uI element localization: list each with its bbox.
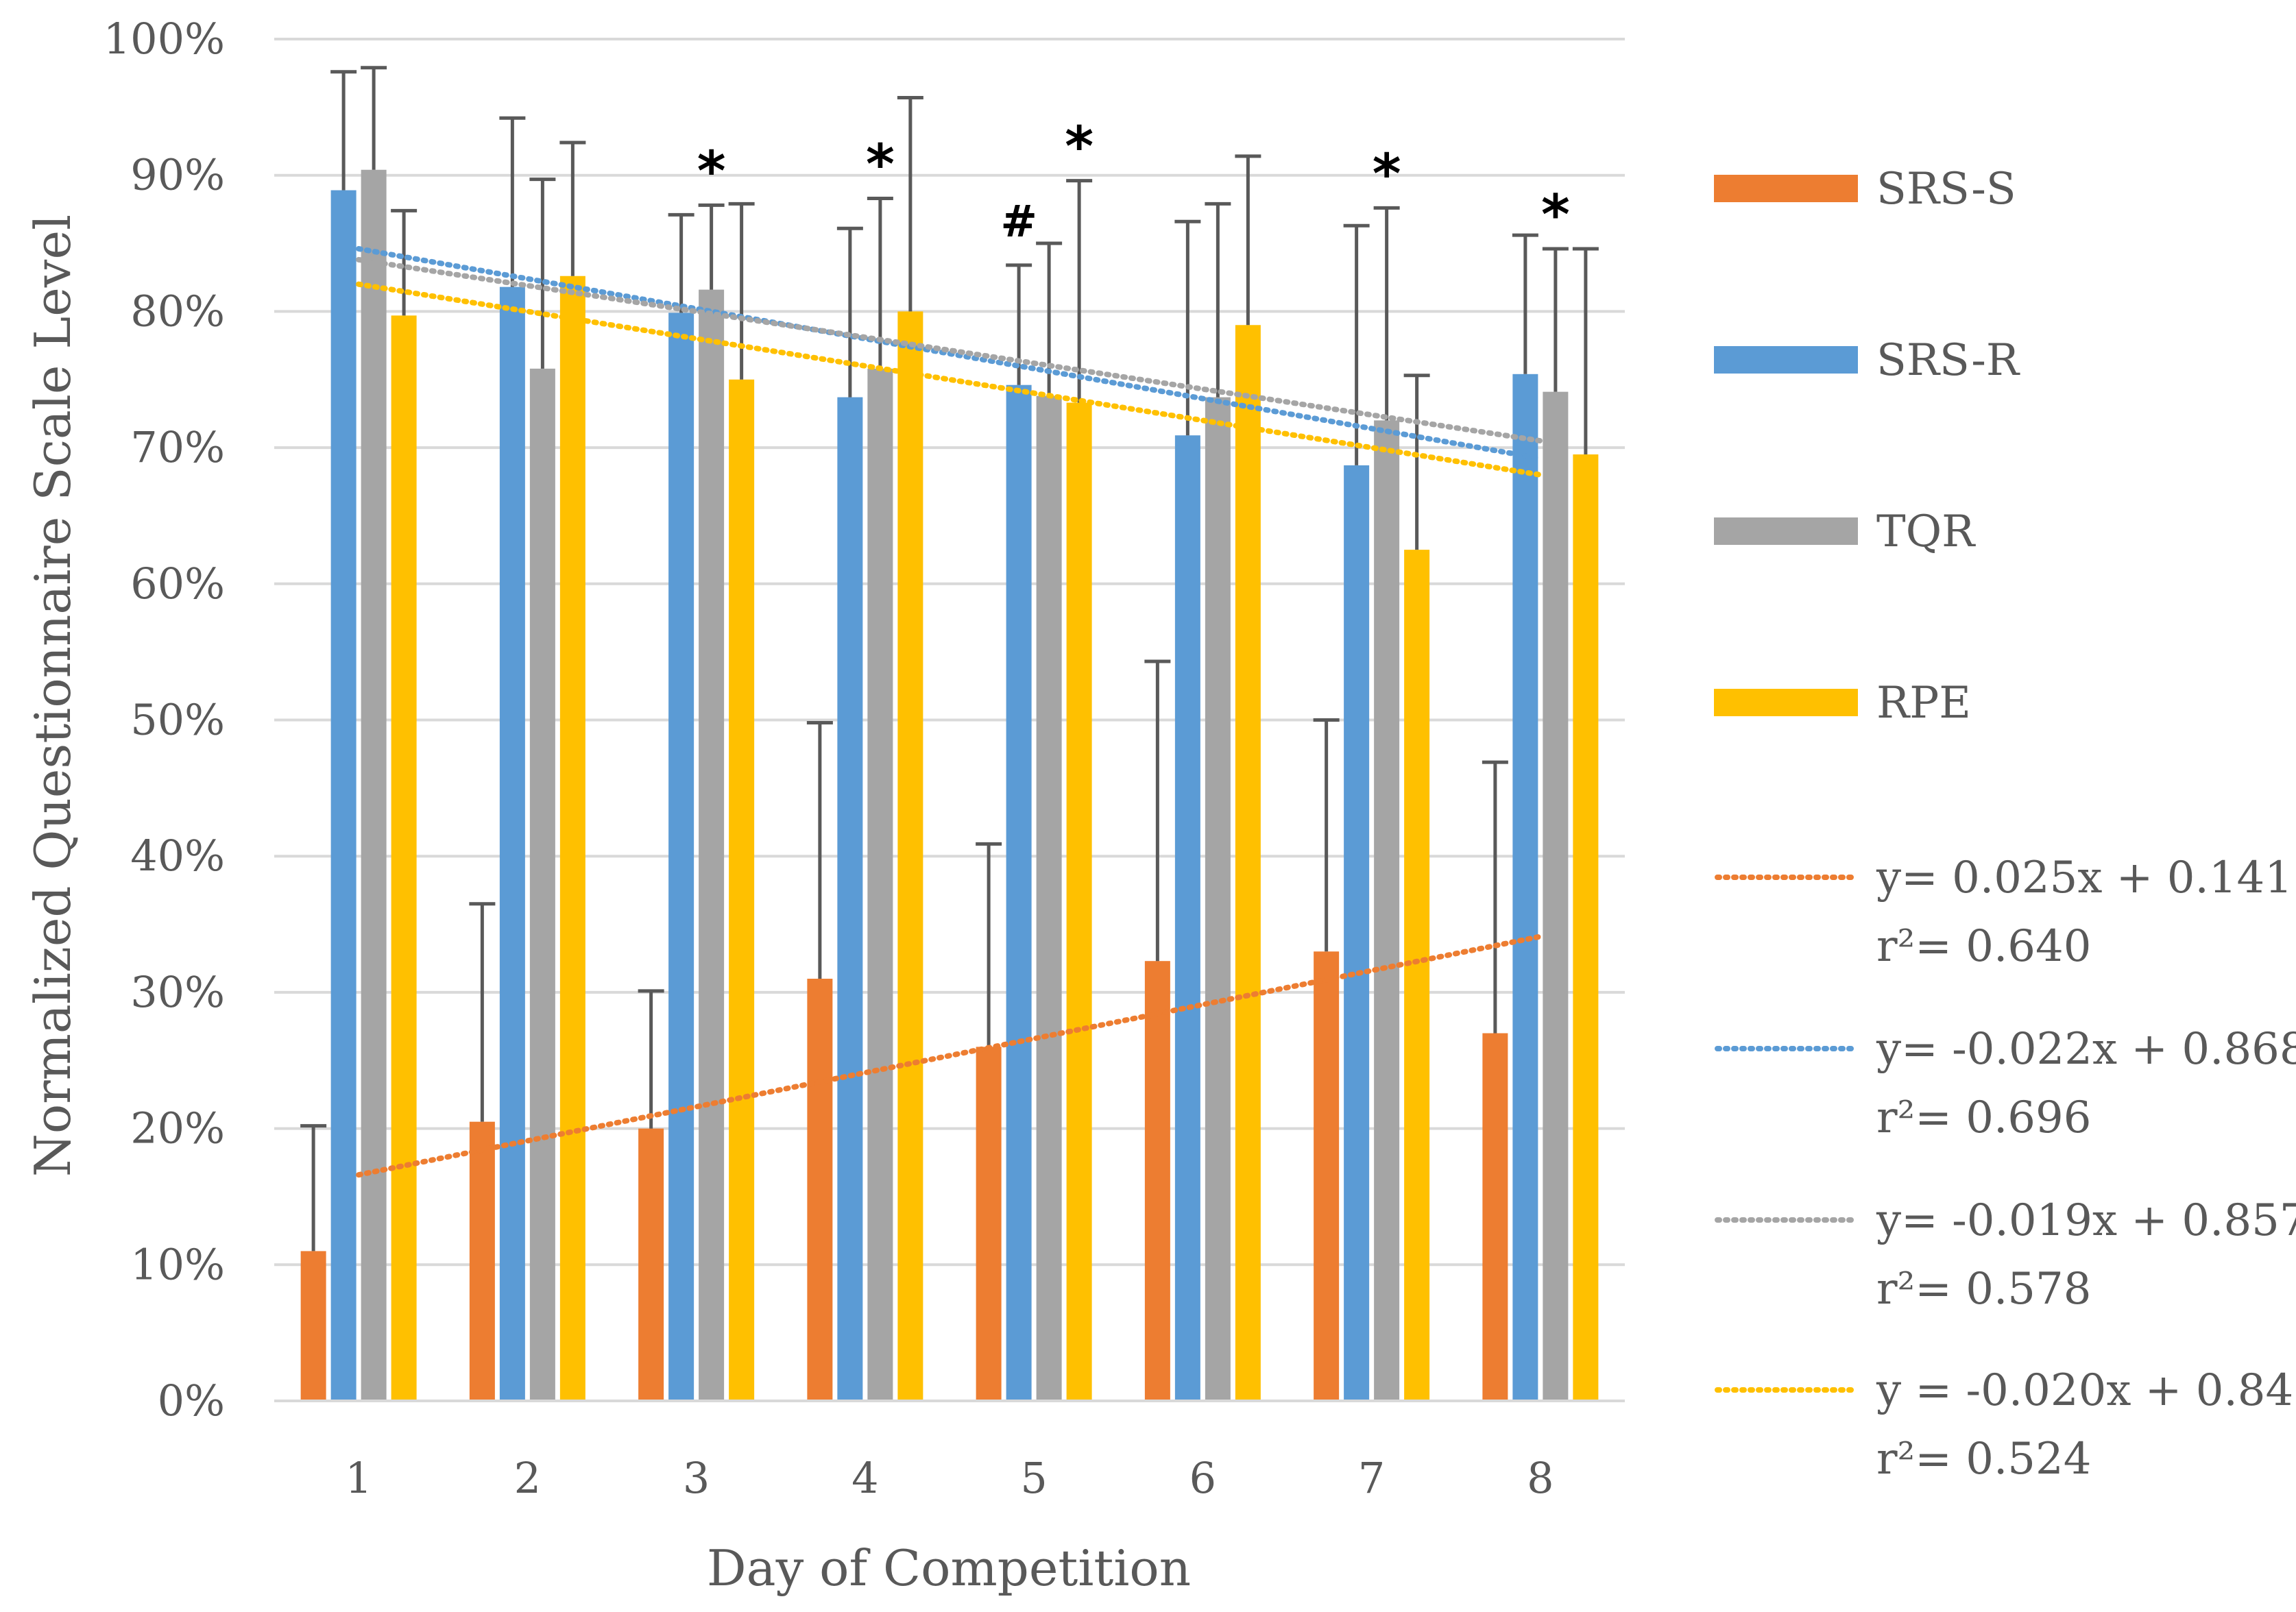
y-tick-label: 80% [130,286,225,336]
legend-trendline-equation: y= 0.025x + 0.141 [1876,853,2293,903]
x-tick-label: 1 [345,1453,372,1503]
bar-tqr [529,368,555,1401]
bar-srs-s [469,1121,495,1401]
bar-tqr [1374,420,1400,1401]
trendline-tqr [356,256,1543,444]
bar-srs-r [837,397,863,1401]
y-tick-label: 90% [130,150,225,200]
x-tick-label: 7 [1358,1453,1385,1503]
bar-rpe [897,311,923,1401]
y-tick-label: 50% [130,695,225,745]
legend-label-rpe: RPE [1876,678,1971,729]
significance-marker: * [1065,115,1093,179]
y-tick-label: 20% [130,1103,225,1153]
trendlines [356,245,1543,1178]
y-tick-label: 10% [130,1239,225,1289]
bar-tqr [361,169,387,1402]
legend-key-srs-s [1714,175,1858,202]
bar-srs-s [1482,1033,1508,1401]
y-tick-label: 0% [158,1376,225,1426]
bar-rpe [559,276,585,1401]
x-tick-label: 5 [1020,1453,1047,1503]
legend-trendline-equation: y= -0.022x + 0.868 [1876,1024,2296,1075]
legend-trendline-r2: r²= 0.524 [1876,1434,2091,1485]
bar-srs-r [499,286,525,1401]
significance-marker: * [866,132,895,196]
x-tick-label: 4 [851,1453,878,1503]
bars [300,169,1599,1402]
y-axis-title: Normalized Questionnaire Scale Level [24,215,82,1177]
significance-markers: * * # * * * [697,115,1570,247]
bar-rpe [391,315,417,1402]
bar-rpe [1235,325,1261,1401]
axes: 0% 10% 20% 30% 40% 50% 60% 70% 80% 90% 100% 1 2 3 4 5 6 7… [104,14,1625,1503]
legend-label-srs-s: SRS-S [1876,164,2016,215]
legend-trendline-equation: y= -0.019x + 0.857 [1876,1195,2296,1246]
legend-trendline-r2: r²= 0.696 [1876,1092,2091,1143]
bar-tqr [867,368,893,1401]
bar-srs-s [807,979,833,1401]
significance-marker: * [1373,142,1401,206]
legend-trendline-r2: r²= 0.640 [1876,921,2091,972]
bar-srs-r [330,190,357,1401]
bar-tqr [1543,391,1569,1401]
y-tick-label: 70% [130,422,225,472]
bar-tqr [1205,397,1231,1401]
y-tick-label: 40% [130,831,225,881]
legend-trendline-equation: y = -0.020x + 0.840 [1876,1365,2296,1416]
significance-marker: * [697,139,726,203]
error-bars [300,66,1599,1251]
bar-srs-s [1144,961,1170,1401]
x-tick-label: 8 [1527,1453,1554,1503]
trendline-srs-r [356,245,1543,461]
bar-srs-r [1512,374,1538,1401]
legend: SRS-S SRS-R TQR RPE y= 0.025x + 0.141 r²= 0.6… [1714,164,2296,1485]
legend-key-srs-r [1714,346,1858,374]
x-tick-label: 6 [1189,1453,1216,1503]
bar-rpe [1404,550,1430,1401]
legend-label-tqr: TQR [1876,506,1976,557]
bar-tqr [699,289,725,1401]
y-tick-label: 30% [130,967,225,1017]
y-tick-label: 60% [130,559,225,609]
significance-marker: # [1000,197,1037,247]
x-tick-label: 2 [514,1453,541,1503]
legend-label-srs-r: SRS-R [1876,335,2020,386]
bar-srs-r [668,313,694,1402]
bar-srs-r [1006,384,1032,1401]
bar-srs-r [1344,465,1370,1401]
trendline-srs-s [356,933,1543,1178]
gridlines [274,38,1625,1267]
x-tick-label: 3 [683,1453,710,1503]
bar-rpe [1066,402,1092,1401]
significance-marker: * [1541,183,1570,247]
bar-rpe [729,379,755,1401]
bar-tqr [1036,395,1062,1401]
trendline-rpe [356,281,1543,478]
legend-trendline-r2: r²= 0.578 [1876,1264,2091,1315]
x-axis-title: Day of Competition [707,1539,1191,1597]
legend-key-tqr [1714,517,1858,545]
bar-srs-s [1314,951,1340,1401]
legend-key-rpe [1714,689,1858,716]
bar-srs-s [976,1047,1002,1401]
bar-srs-r [1174,435,1200,1401]
y-tick-label: 100% [104,14,225,64]
bar-srs-s [638,1128,664,1401]
bar-rpe [1573,454,1599,1402]
bar-srs-s [300,1251,326,1401]
